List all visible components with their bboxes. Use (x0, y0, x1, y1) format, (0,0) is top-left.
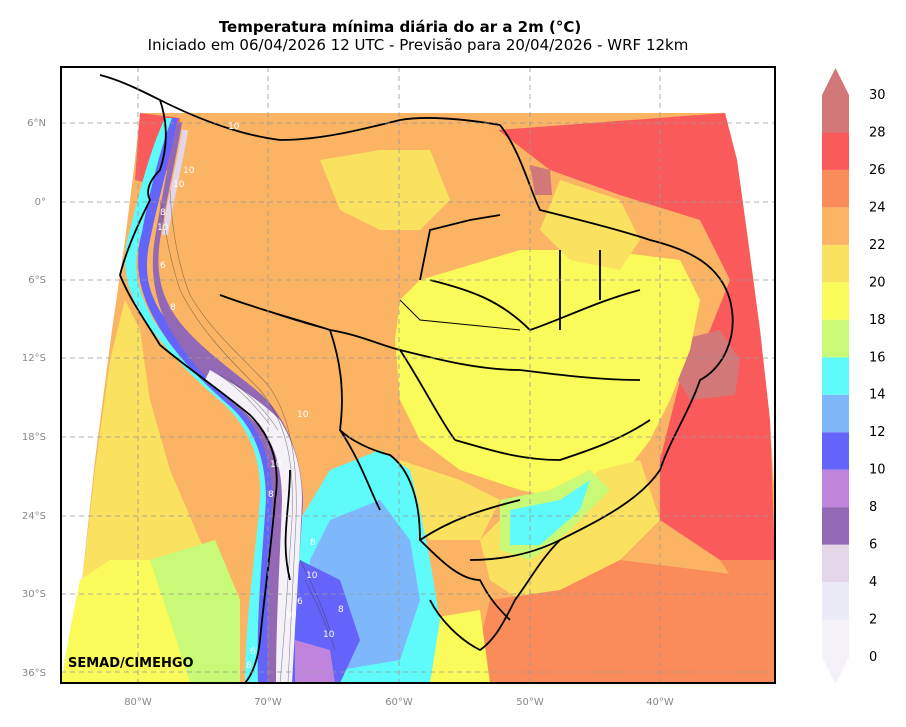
lon-label: 40°W (646, 697, 674, 708)
colorbar-segment (822, 469, 849, 508)
colorbar-segment (822, 319, 849, 358)
credit-label: SEMAD/CIMEHGO (68, 656, 194, 671)
colorbar-tick: 4 (869, 575, 877, 590)
map-title: Temperatura mínima diária do ar a 2m (°C… (218, 18, 582, 36)
field-lilac-colombia (162, 129, 188, 236)
colorbar-extend-high (822, 68, 849, 95)
colorbar-tick: 16 (869, 350, 886, 365)
contour-label: 10 (306, 571, 318, 581)
contour-lines (159, 189, 336, 683)
colorbar-extend-low (822, 657, 849, 684)
colorbar-tick: 24 (869, 200, 886, 215)
country-thin-lines (219, 294, 521, 331)
colorbar-tick: 0 (869, 650, 877, 665)
field-rose-coast (675, 330, 740, 400)
colorbar-tick: 22 (869, 238, 886, 253)
colorbar-tick: 26 (869, 163, 886, 178)
colorbar-segment (822, 544, 849, 583)
contour-label: 6 (160, 261, 166, 271)
colorbar-segment (822, 507, 849, 545)
field-rose-amapa (530, 165, 552, 195)
contour-label: 8 (246, 661, 252, 671)
contour-label: 8 (160, 208, 166, 218)
colorbar-segment (822, 357, 849, 395)
contour-label: 10 (157, 223, 169, 233)
colorbar-tick: 20 (869, 275, 886, 290)
colorbar-tick: 28 (869, 125, 886, 140)
field-yellow-north (320, 150, 450, 230)
colorbar-segment (822, 169, 849, 208)
longitude-labels: 80°W 70°W 60°W 50°W 40°W (124, 697, 674, 708)
colorbar-tick: 12 (869, 425, 886, 440)
gridlines (61, 67, 775, 683)
colorbar-tick: 14 (869, 388, 886, 403)
contour-label: 10 (173, 180, 185, 190)
lon-label: 50°W (516, 697, 544, 708)
colorbar-tick: 10 (869, 463, 886, 478)
contour-label: 10 (323, 630, 335, 640)
lon-label: 80°W (124, 697, 152, 708)
contour-label: 10 (183, 166, 195, 176)
colorbar-segment (822, 432, 849, 470)
colorbar-segment (822, 244, 849, 283)
colorbar-segment (822, 95, 849, 133)
lat-label: 6°N (27, 118, 46, 129)
contour-label: 10 (270, 460, 282, 470)
colorbar-tick: 6 (869, 538, 877, 553)
field-cyan-andes (125, 118, 300, 683)
colorbar-segment (822, 619, 849, 657)
contour-label: 8 (338, 605, 344, 615)
field-white-altiplano (205, 370, 302, 683)
field-coral-southatlantic (480, 560, 775, 683)
colorbar (822, 68, 849, 684)
boundaries (99, 74, 734, 683)
lon-label: 60°W (385, 697, 413, 708)
contour-label: 8 (268, 490, 274, 500)
colorbar-tick: 8 (869, 500, 877, 515)
lat-label: 36°S (22, 668, 46, 679)
colorbar-segment (822, 132, 849, 170)
contour-label: 10 (285, 611, 297, 621)
lat-label: 18°S (22, 432, 46, 443)
colorbar-segment (822, 582, 849, 620)
colorbar-tick: 2 (869, 613, 877, 628)
lat-label: 6°S (28, 275, 46, 286)
lon-label: 70°W (254, 697, 282, 708)
colorbar-segment (822, 207, 849, 245)
lat-label: 12°S (22, 353, 46, 364)
map-frame (60, 66, 776, 684)
contour-label: 10 (297, 410, 309, 420)
field-yellow-midwest (400, 460, 500, 540)
colorbar-segment (822, 282, 849, 320)
colorbar-segment (822, 394, 849, 433)
contour-label: 8 (310, 538, 316, 548)
field-yellow-northeast (540, 180, 640, 270)
field-yellow-interior (395, 250, 700, 500)
map-subtitle: Iniciado em 06/04/2026 12 UTC - Previsão… (147, 36, 689, 54)
lat-label: 24°S (22, 511, 46, 522)
contour-label: 8 (170, 303, 176, 313)
contour-label: 6 (297, 597, 303, 607)
colorbar-tick: 30 (869, 88, 886, 103)
field-red-ocean (498, 113, 775, 560)
lat-label: 0° (35, 197, 46, 208)
lat-label: 30°S (22, 589, 46, 600)
contour-label: 10 (228, 122, 240, 132)
field-green-pacific (150, 540, 240, 683)
latitude-labels: 6°N 0° 6°S 12°S 18°S 24°S 30°S 36°S (22, 118, 46, 679)
colorbar-tick: 18 (869, 313, 886, 328)
contour-label: 6 (250, 647, 256, 657)
